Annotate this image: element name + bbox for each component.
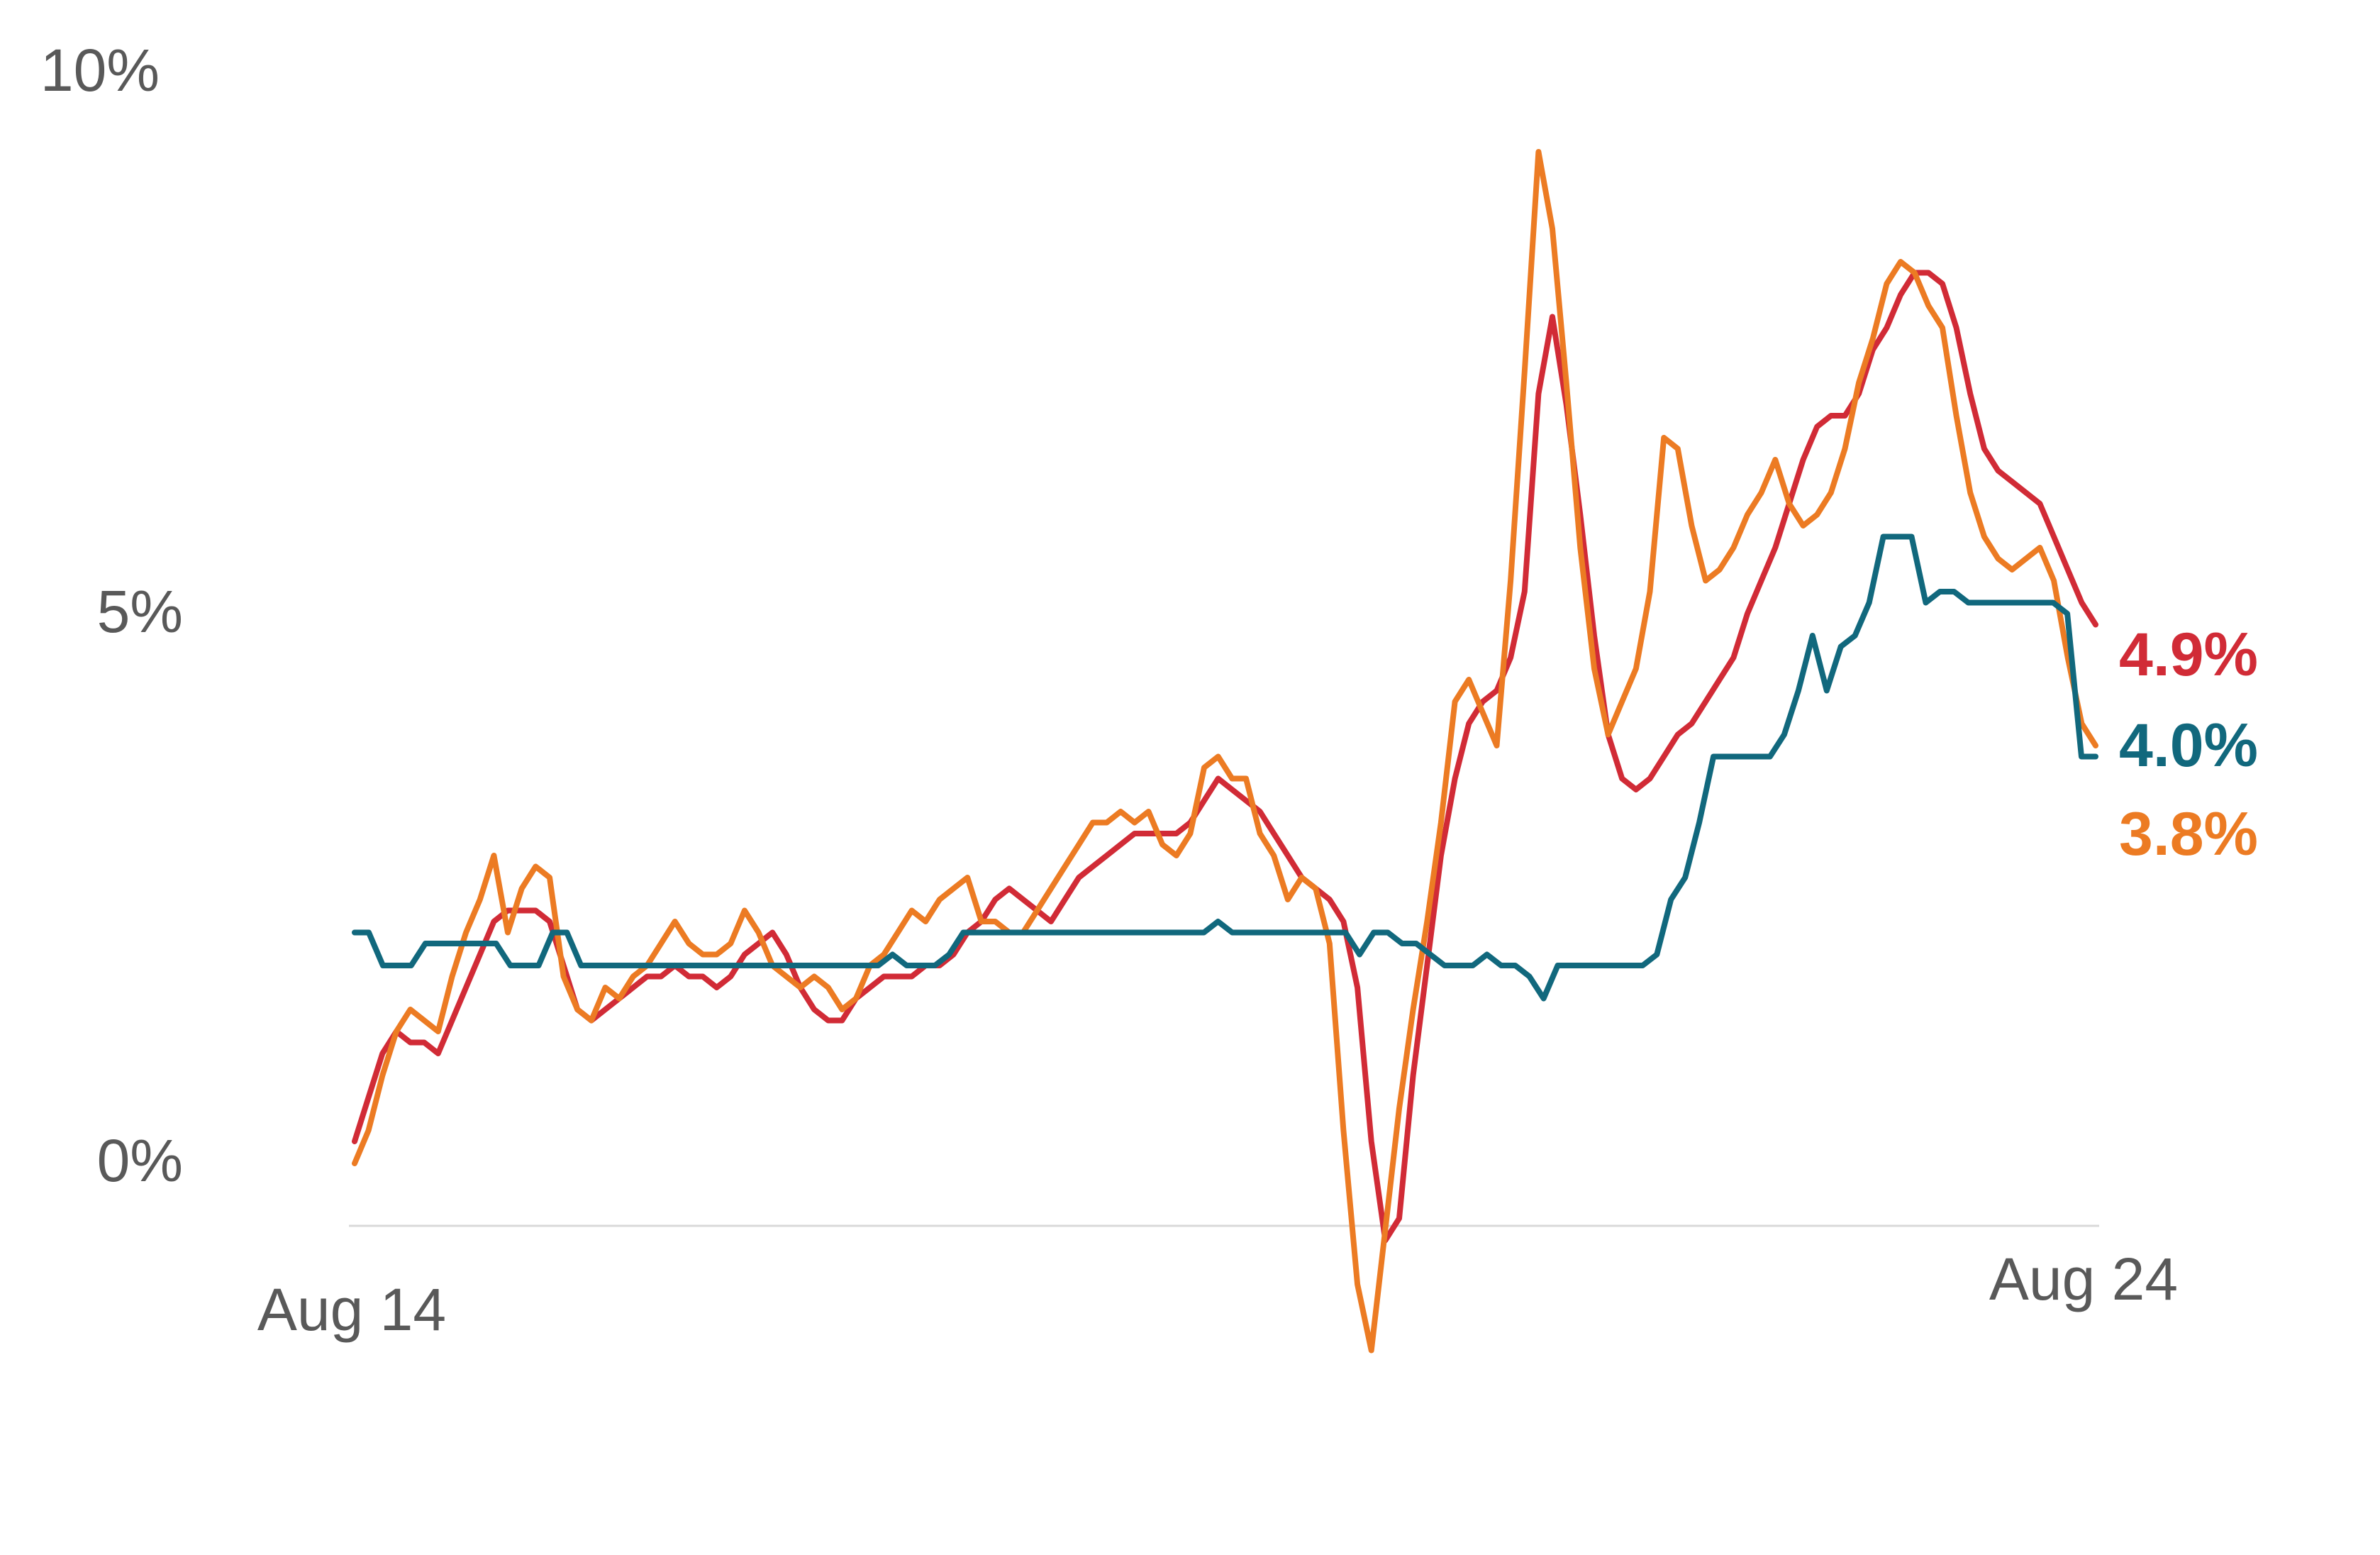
x-tick-label-start: Aug 14 [257,1276,446,1343]
series-red-line [352,270,2098,1244]
series-layer [352,149,2098,1354]
x-tick-label-end: Aug 24 [1989,1246,2178,1312]
end-label-series-teal: 4.0% [2119,712,2258,780]
end-label-series-orange: 3.8% [2119,800,2258,868]
series-orange-line [352,149,2098,1354]
series-teal-line [352,533,2098,1002]
y-tick-label-1: 5% [97,578,183,645]
y-tick-label-2: 10% [40,37,160,104]
end-label-series-red: 4.9% [2119,621,2258,689]
y-tick-label-0: 0% [97,1127,183,1194]
